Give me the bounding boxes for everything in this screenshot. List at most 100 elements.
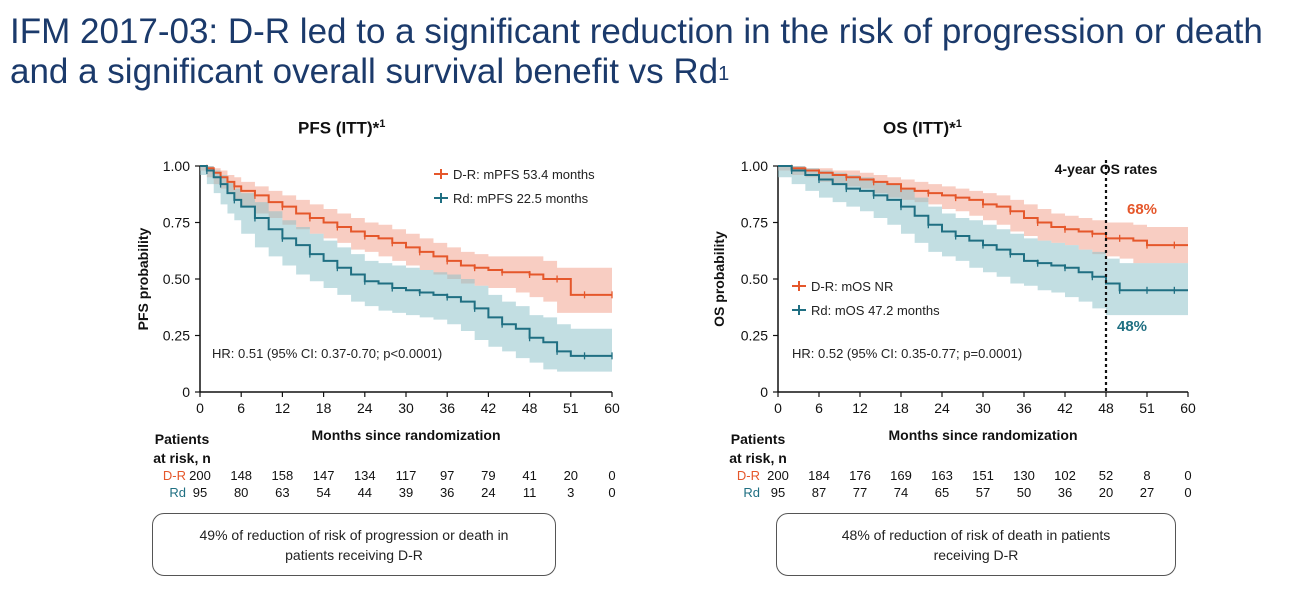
os-risk-row-label-dr: D-R [737, 468, 760, 483]
pfs-risk-value-dr: 97 [440, 468, 454, 483]
os-legend-rd-label: Rd: mOS 47.2 months [811, 303, 940, 318]
pfs-risk-value-rd: 44 [358, 485, 372, 500]
pfs-y-tick-label: 0.75 [163, 215, 190, 231]
pfs-x-tick-label: 48 [522, 400, 538, 416]
os-x-tick-label: 6 [815, 400, 823, 416]
pfs-summary-box: 49% of reduction of risk of progression … [152, 513, 556, 576]
pfs-y-tick-label: 0.50 [163, 271, 190, 287]
pfs-y-tick-label: 1.00 [163, 158, 190, 174]
os-risk-value-dr: 52 [1099, 468, 1113, 483]
os-risk-value-dr: 151 [972, 468, 994, 483]
pfs-x-tick-label: 0 [196, 400, 204, 416]
pfs-y-axis-label: PFS probability [135, 227, 151, 330]
pfs-risk-value-rd: 24 [481, 485, 495, 500]
pfs-x-axis-label: Months since randomization [311, 427, 500, 443]
os-risk-value-dr: 200 [767, 468, 789, 483]
pfs-x-tick-label: 60 [604, 400, 620, 416]
os-y-axis-label: OS probability [711, 231, 727, 327]
pfs-risk-value-dr: 200 [189, 468, 211, 483]
os-x-tick-label: 12 [852, 400, 868, 416]
os-risk-value-rd: 65 [935, 485, 949, 500]
os-x-tick-label: 36 [1016, 400, 1032, 416]
pfs-risk-value-dr: 117 [396, 468, 417, 483]
pfs-risk-row-label-rd: Rd [169, 485, 186, 500]
pfs-summary-text: 49% of reduction of risk of progression … [199, 526, 509, 563]
os-risk-value-rd: 77 [853, 485, 867, 500]
pfs-risk-header-line2: at risk, n [153, 450, 211, 466]
os-risk-value-rd: 87 [812, 485, 826, 500]
pfs-x-tick-label: 36 [439, 400, 455, 416]
os-x-tick-label: 48 [1098, 400, 1114, 416]
pfs-legend-rd-label: Rd: mPFS 22.5 months [453, 191, 589, 206]
pfs-rd-line [200, 165, 612, 357]
os-risk-value-dr: 176 [849, 468, 871, 483]
pfs-risk-value-dr: 148 [230, 468, 252, 483]
pfs-risk-header-line1: Patients [155, 431, 210, 447]
os-chart-title-footnote: 1 [955, 118, 962, 130]
os-y-tick-label: 0.75 [741, 215, 768, 231]
pfs-risk-value-dr: 79 [481, 468, 495, 483]
os-x-tick-label: 42 [1057, 400, 1073, 416]
os-y-tick-label: 0 [760, 384, 768, 400]
os-x-tick-label: 24 [934, 400, 950, 416]
pfs-risk-value-dr: 158 [272, 468, 294, 483]
pfs-x-tick-label: 12 [275, 400, 291, 416]
os-risk-value-dr: 130 [1013, 468, 1035, 483]
os-risk-value-dr: 163 [931, 468, 953, 483]
pfs-x-tick-label: 24 [357, 400, 373, 416]
os-risk-value-rd: 57 [976, 485, 990, 500]
pfs-risk-value-dr: 0 [608, 468, 615, 483]
os-x-axis-label: Months since randomization [888, 427, 1077, 443]
pfs-risk-value-rd: 63 [275, 485, 289, 500]
pfs-risk-value-rd: 95 [193, 485, 207, 500]
pfs-risk-value-dr: 147 [313, 468, 335, 483]
os-rd-rate-label: 48% [1117, 318, 1147, 335]
pfs-rd-ci-band [200, 166, 612, 372]
os-risk-header-line1: Patients [731, 431, 786, 447]
pfs-y-tick-label: 0.25 [163, 328, 190, 344]
os-x-tick-label: 0 [774, 400, 782, 416]
pfs-risk-value-rd: 80 [234, 485, 248, 500]
slide-title: IFM 2017-03: D-R led to a significant re… [10, 12, 1290, 92]
os-risk-value-dr: 102 [1054, 468, 1076, 483]
pfs-x-tick-label: 18 [316, 400, 332, 416]
pfs-risk-value-rd: 36 [440, 485, 454, 500]
os-risk-value-dr: 0 [1184, 468, 1191, 483]
pfs-risk-row-label-dr: D-R [163, 468, 186, 483]
os-risk-value-dr: 8 [1143, 468, 1150, 483]
os-risk-row-label-rd: Rd [743, 485, 760, 500]
pfs-x-tick-label: 51 [563, 400, 579, 416]
os-y-tick-label: 0.25 [741, 328, 768, 344]
slide-title-text: IFM 2017-03: D-R led to a significant re… [10, 12, 1263, 91]
os-hr-annotation: HR: 0.52 (95% CI: 0.35-0.77; p=0.0001) [792, 346, 1022, 361]
os-x-tick-label: 51 [1139, 400, 1155, 416]
os-y-tick-label: 0.50 [741, 271, 768, 287]
pfs-chart-title-text: PFS (ITT)* [298, 118, 380, 138]
pfs-dr-ci-band [200, 166, 612, 313]
os-dr-rate-label: 68% [1127, 201, 1157, 218]
pfs-risk-value-dr: 20 [564, 468, 578, 483]
pfs-risk-value-rd: 54 [316, 485, 330, 500]
os-risk-value-rd: 95 [771, 485, 785, 500]
pfs-chart-title-footnote: 1 [379, 118, 386, 130]
pfs-legend-dr-label: D-R: mPFS 53.4 months [453, 167, 595, 182]
os-risk-value-rd: 36 [1058, 485, 1072, 500]
slide-title-footnote: 1 [718, 63, 730, 85]
pfs-dr-line [200, 165, 612, 296]
pfs-risk-value-rd: 0 [608, 485, 615, 500]
os-chart-title-text: OS (ITT)* [883, 118, 956, 138]
os-summary-box: 48% of reduction of risk of death in pat… [776, 513, 1176, 576]
os-risk-value-rd: 74 [894, 485, 908, 500]
os-x-tick-label: 30 [975, 400, 991, 416]
pfs-y-tick-label: 0 [182, 384, 190, 400]
os-risk-value-dr: 169 [890, 468, 912, 483]
os-x-tick-label: 18 [893, 400, 909, 416]
pfs-risk-value-dr: 41 [522, 468, 536, 483]
os-risk-header-line2: at risk, n [729, 450, 787, 466]
os-risk-value-rd: 50 [1017, 485, 1031, 500]
pfs-risk-value-rd: 3 [567, 485, 574, 500]
os-reference-label: 4-year OS rates [1055, 161, 1158, 177]
os-x-tick-label: 60 [1180, 400, 1196, 416]
